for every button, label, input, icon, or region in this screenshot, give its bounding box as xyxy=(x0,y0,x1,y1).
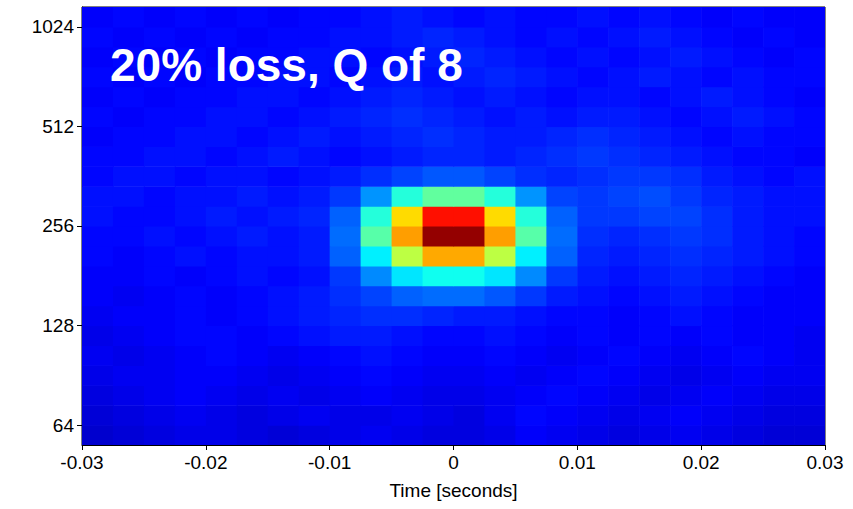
svg-text:Time [seconds]: Time [seconds] xyxy=(389,480,517,501)
svg-text:256: 256 xyxy=(42,215,74,236)
svg-text:0.02: 0.02 xyxy=(683,452,720,473)
svg-text:512: 512 xyxy=(42,116,74,137)
svg-text:-0.03: -0.03 xyxy=(60,452,103,473)
svg-text:0.03: 0.03 xyxy=(807,452,844,473)
svg-text:-0.01: -0.01 xyxy=(308,452,351,473)
svg-text:0: 0 xyxy=(448,452,459,473)
svg-text:0.01: 0.01 xyxy=(559,452,596,473)
svg-text:1024: 1024 xyxy=(32,16,75,37)
svg-text:128: 128 xyxy=(42,315,74,336)
svg-text:20% loss, Q of 8: 20% loss, Q of 8 xyxy=(110,39,463,91)
svg-text:-0.02: -0.02 xyxy=(184,452,227,473)
svg-text:64: 64 xyxy=(53,415,75,436)
